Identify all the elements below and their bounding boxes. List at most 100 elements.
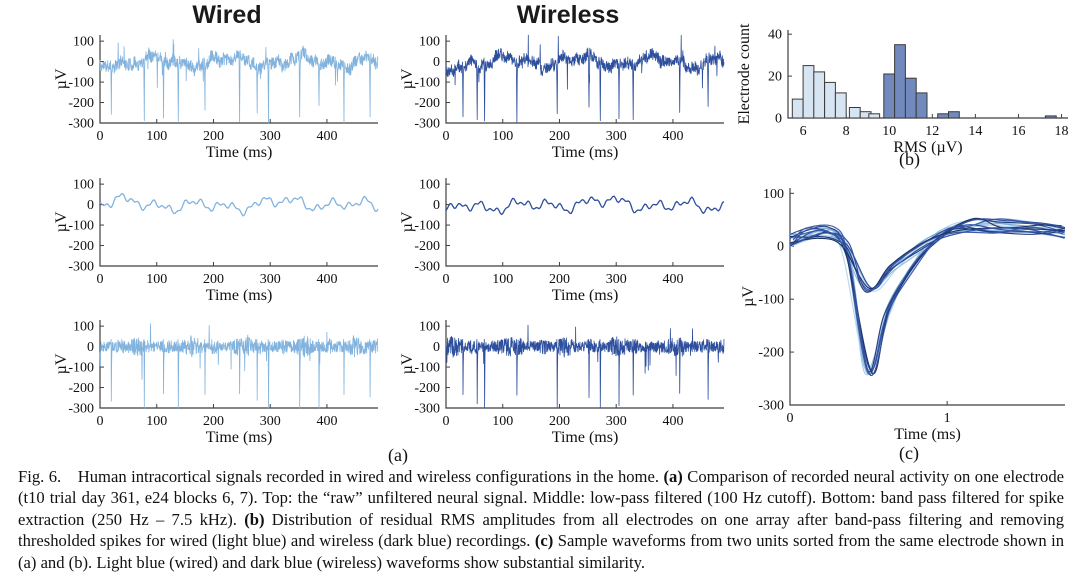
svg-text:0: 0 — [97, 129, 104, 144]
svg-text:300: 300 — [260, 129, 281, 144]
svg-text:µV: µV — [399, 211, 416, 232]
svg-text:0: 0 — [433, 55, 440, 70]
svg-text:1: 1 — [944, 411, 951, 426]
svg-text:-200: -200 — [414, 96, 440, 111]
svg-text:0: 0 — [433, 340, 440, 355]
plot-bandpass-wireless: 100 0 -100 -200 -300 0 100 200 300 400 Time (ms) µV — [396, 313, 726, 456]
caption-text: Distribution of residual RMS amplitudes … — [18, 509, 1064, 551]
svg-text:8: 8 — [843, 124, 850, 139]
svg-text:-300: -300 — [758, 399, 784, 414]
caption-panel-ref: (a) — [663, 467, 683, 486]
svg-text:-200: -200 — [68, 239, 94, 254]
svg-text:200: 200 — [203, 129, 224, 144]
plot-raw-wireless: 100 0 -100 -200 -300 0 100 200 300 400 Time (ms) µV — [396, 28, 726, 171]
svg-text:400: 400 — [662, 272, 683, 287]
svg-text:µV: µV — [53, 211, 70, 232]
svg-text:Time (ms): Time (ms) — [894, 426, 961, 443]
svg-text:200: 200 — [203, 272, 224, 287]
svg-text:200: 200 — [549, 272, 570, 287]
svg-text:20: 20 — [768, 70, 782, 85]
plot-spike-waveforms: 100 0 -100 -200 -300 0 1 Time (ms) µV — [735, 180, 1080, 452]
plot-lowpass-wired: 100 0 -100 -200 -300 0 100 200 300 400 Time (ms) µV — [50, 171, 380, 314]
svg-text:0: 0 — [87, 340, 94, 355]
svg-text:18: 18 — [1055, 124, 1069, 139]
svg-text:Time (ms): Time (ms) — [206, 144, 273, 161]
svg-text:-100: -100 — [68, 361, 94, 376]
panel-label-a: (a) — [388, 445, 408, 465]
figure-caption: Fig. 6. Human intracortical signals reco… — [18, 466, 1064, 573]
svg-text:0: 0 — [87, 55, 94, 70]
svg-text:-200: -200 — [414, 239, 440, 254]
svg-text:Electrode count: Electrode count — [736, 23, 753, 124]
svg-text:0: 0 — [87, 198, 94, 213]
plot-lowpass-wireless: 100 0 -100 -200 -300 0 100 200 300 400 Time (ms) µV — [396, 171, 726, 314]
svg-text:µV: µV — [399, 68, 416, 89]
svg-text:Time (ms): Time (ms) — [552, 144, 619, 161]
svg-text:-300: -300 — [414, 117, 440, 132]
svg-text:0: 0 — [777, 240, 784, 255]
svg-text:100: 100 — [146, 414, 167, 429]
svg-text:0: 0 — [443, 272, 450, 287]
svg-text:-100: -100 — [68, 219, 94, 234]
svg-text:40: 40 — [768, 28, 782, 43]
svg-text:Time (ms): Time (ms) — [552, 429, 619, 446]
svg-text:14: 14 — [968, 124, 982, 139]
svg-text:-200: -200 — [68, 381, 94, 396]
svg-text:100: 100 — [763, 187, 784, 202]
svg-text:µV: µV — [53, 353, 70, 374]
svg-text:200: 200 — [203, 414, 224, 429]
svg-text:100: 100 — [419, 178, 440, 193]
svg-text:6: 6 — [800, 124, 807, 139]
svg-text:Time (ms): Time (ms) — [206, 429, 273, 446]
svg-text:400: 400 — [662, 414, 683, 429]
svg-text:-100: -100 — [414, 76, 440, 91]
svg-text:400: 400 — [662, 129, 683, 144]
svg-text:0: 0 — [443, 414, 450, 429]
svg-text:400: 400 — [316, 414, 337, 429]
svg-text:100: 100 — [492, 272, 513, 287]
svg-text:300: 300 — [606, 129, 627, 144]
svg-text:-200: -200 — [414, 381, 440, 396]
svg-text:300: 300 — [260, 272, 281, 287]
svg-text:200: 200 — [549, 129, 570, 144]
plot-rms-histogram: 0 20 40 6 8 10 12 14 16 18 RMS (µV) Electrode count — [735, 16, 1080, 174]
svg-text:RMS (µV): RMS (µV) — [893, 139, 962, 156]
svg-text:Time (ms): Time (ms) — [206, 287, 273, 304]
plot-raw-wired: 100 0 -100 -200 -300 0 100 200 300 400 Time (ms) µV — [50, 28, 380, 171]
svg-text:16: 16 — [1011, 124, 1025, 139]
svg-text:µV: µV — [399, 353, 416, 374]
svg-text:100: 100 — [73, 35, 94, 50]
svg-text:-100: -100 — [414, 361, 440, 376]
svg-text:Time (ms): Time (ms) — [552, 287, 619, 304]
column-title-wired: Wired — [192, 1, 262, 29]
svg-text:300: 300 — [606, 272, 627, 287]
svg-text:-100: -100 — [758, 293, 784, 308]
svg-text:-100: -100 — [414, 219, 440, 234]
svg-text:0: 0 — [775, 112, 782, 127]
svg-text:0: 0 — [97, 272, 104, 287]
svg-text:10: 10 — [882, 124, 896, 139]
panel-label-b: (b) — [899, 149, 920, 169]
svg-text:100: 100 — [73, 178, 94, 193]
column-title-wireless: Wireless — [516, 1, 620, 29]
caption-text: Comparison of recorded neural activity o… — [18, 467, 1064, 529]
svg-text:100: 100 — [419, 320, 440, 335]
svg-text:300: 300 — [606, 414, 627, 429]
svg-text:100: 100 — [492, 414, 513, 429]
svg-text:400: 400 — [316, 272, 337, 287]
caption-panel-ref: (b) — [244, 509, 265, 529]
svg-text:100: 100 — [146, 272, 167, 287]
svg-text:-300: -300 — [414, 260, 440, 275]
svg-text:100: 100 — [73, 320, 94, 335]
svg-text:400: 400 — [316, 129, 337, 144]
svg-text:100: 100 — [419, 35, 440, 50]
svg-text:12: 12 — [925, 124, 939, 139]
svg-text:200: 200 — [549, 414, 570, 429]
panel-label-c: (c) — [899, 443, 919, 463]
svg-text:-300: -300 — [414, 402, 440, 417]
svg-text:0: 0 — [443, 129, 450, 144]
svg-text:-300: -300 — [68, 117, 94, 132]
svg-text:100: 100 — [492, 129, 513, 144]
svg-text:300: 300 — [260, 414, 281, 429]
